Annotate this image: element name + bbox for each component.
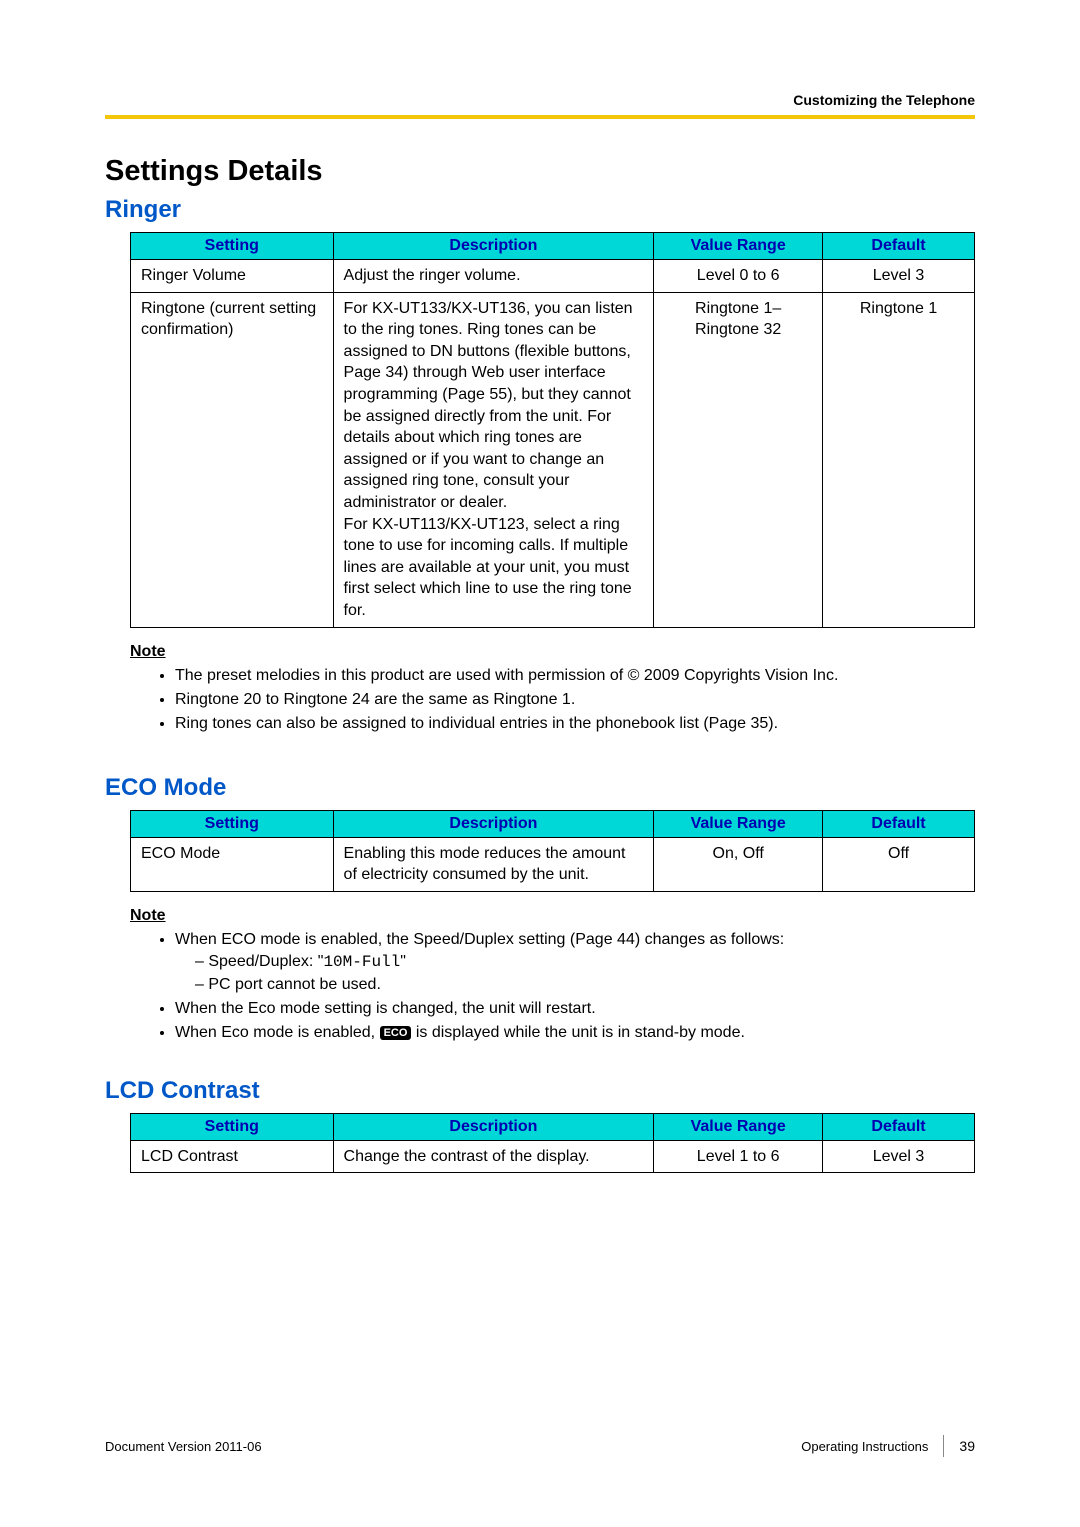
cell-range: Level 0 to 6: [654, 260, 823, 293]
cell-range: On, Off: [654, 837, 823, 891]
list-item: When the Eco mode setting is changed, th…: [175, 998, 935, 1020]
col-range: Value Range: [654, 1113, 823, 1140]
table-row: LCD Contrast Change the contrast of the …: [131, 1140, 975, 1173]
page-content: Settings Details Ringer Setting Descript…: [105, 155, 975, 1173]
note-text: is displayed while the unit is in stand-…: [411, 1024, 745, 1041]
section-heading-lcd: LCD Contrast: [105, 1077, 975, 1105]
col-default: Default: [823, 1113, 975, 1140]
footer-page-number: 39: [959, 1438, 975, 1454]
mono-text: 10M-Full: [323, 953, 400, 971]
col-range: Value Range: [654, 810, 823, 837]
footer-doc-label: Operating Instructions: [801, 1439, 928, 1454]
page-title: Settings Details: [105, 155, 975, 188]
table-row: ECO Mode Enabling this mode reduces the …: [131, 837, 975, 891]
table-row: Ringer Volume Adjust the ringer volume. …: [131, 260, 975, 293]
list-item: Speed/Duplex: "10M-Full": [195, 951, 935, 973]
note-text: When Eco mode is enabled,: [175, 1024, 380, 1041]
eco-icon: ECO: [380, 1026, 412, 1040]
eco-table: Setting Description Value Range Default …: [130, 810, 975, 892]
footer-divider: [943, 1435, 944, 1457]
list-item: When Eco mode is enabled, ECO is display…: [175, 1022, 935, 1044]
table-header-row: Setting Description Value Range Default: [131, 810, 975, 837]
col-description: Description: [333, 233, 654, 260]
list-item: The preset melodies in this product are …: [175, 665, 935, 687]
section-heading-eco: ECO Mode: [105, 774, 975, 802]
col-description: Description: [333, 1113, 654, 1140]
ringer-table: Setting Description Value Range Default …: [130, 232, 975, 628]
cell-description: Adjust the ringer volume.: [333, 260, 654, 293]
header-rule: [105, 115, 975, 119]
sub-list: Speed/Duplex: "10M-Full" PC port cannot …: [195, 951, 935, 996]
list-item: Ring tones can also be assigned to indiv…: [175, 713, 935, 735]
note-text: When ECO mode is enabled, the Speed/Dupl…: [175, 931, 784, 948]
section-heading-ringer: Ringer: [105, 196, 975, 224]
col-setting: Setting: [131, 810, 334, 837]
cell-description: Enabling this mode reduces the amount of…: [333, 837, 654, 891]
footer: Document Version 2011-06 Operating Instr…: [105, 1435, 975, 1457]
cell-setting: LCD Contrast: [131, 1140, 334, 1173]
cell-setting: Ringer Volume: [131, 260, 334, 293]
cell-default: Off: [823, 837, 975, 891]
list-item: Ringtone 20 to Ringtone 24 are the same …: [175, 689, 935, 711]
note-label: Note: [130, 643, 975, 661]
footer-right: Operating Instructions 39: [801, 1435, 975, 1457]
note-text: Speed/Duplex: ": [208, 953, 323, 970]
note-label: Note: [130, 907, 975, 925]
cell-default: Level 3: [823, 260, 975, 293]
cell-default: Level 3: [823, 1140, 975, 1173]
cell-description: For KX-UT133/KX-UT136, you can listen to…: [333, 292, 654, 627]
note-text: ": [400, 953, 406, 970]
list-item: PC port cannot be used.: [195, 974, 935, 996]
col-description: Description: [333, 810, 654, 837]
footer-left: Document Version 2011-06: [105, 1439, 262, 1454]
col-setting: Setting: [131, 233, 334, 260]
ringer-notes: The preset melodies in this product are …: [175, 665, 975, 736]
breadcrumb: Customizing the Telephone: [793, 92, 975, 108]
cell-range: Level 1 to 6: [654, 1140, 823, 1173]
cell-description: Change the contrast of the display.: [333, 1140, 654, 1173]
list-item: When ECO mode is enabled, the Speed/Dupl…: [175, 929, 935, 996]
table-row: Ringtone (current setting confirmation) …: [131, 292, 975, 627]
lcd-table: Setting Description Value Range Default …: [130, 1113, 975, 1174]
cell-default: Ringtone 1: [823, 292, 975, 627]
col-setting: Setting: [131, 1113, 334, 1140]
col-default: Default: [823, 233, 975, 260]
cell-setting: ECO Mode: [131, 837, 334, 891]
table-header-row: Setting Description Value Range Default: [131, 1113, 975, 1140]
table-header-row: Setting Description Value Range Default: [131, 233, 975, 260]
eco-notes: When ECO mode is enabled, the Speed/Dupl…: [175, 929, 975, 1045]
cell-setting: Ringtone (current setting confirmation): [131, 292, 334, 627]
cell-range: Ringtone 1– Ringtone 32: [654, 292, 823, 627]
col-default: Default: [823, 810, 975, 837]
col-range: Value Range: [654, 233, 823, 260]
